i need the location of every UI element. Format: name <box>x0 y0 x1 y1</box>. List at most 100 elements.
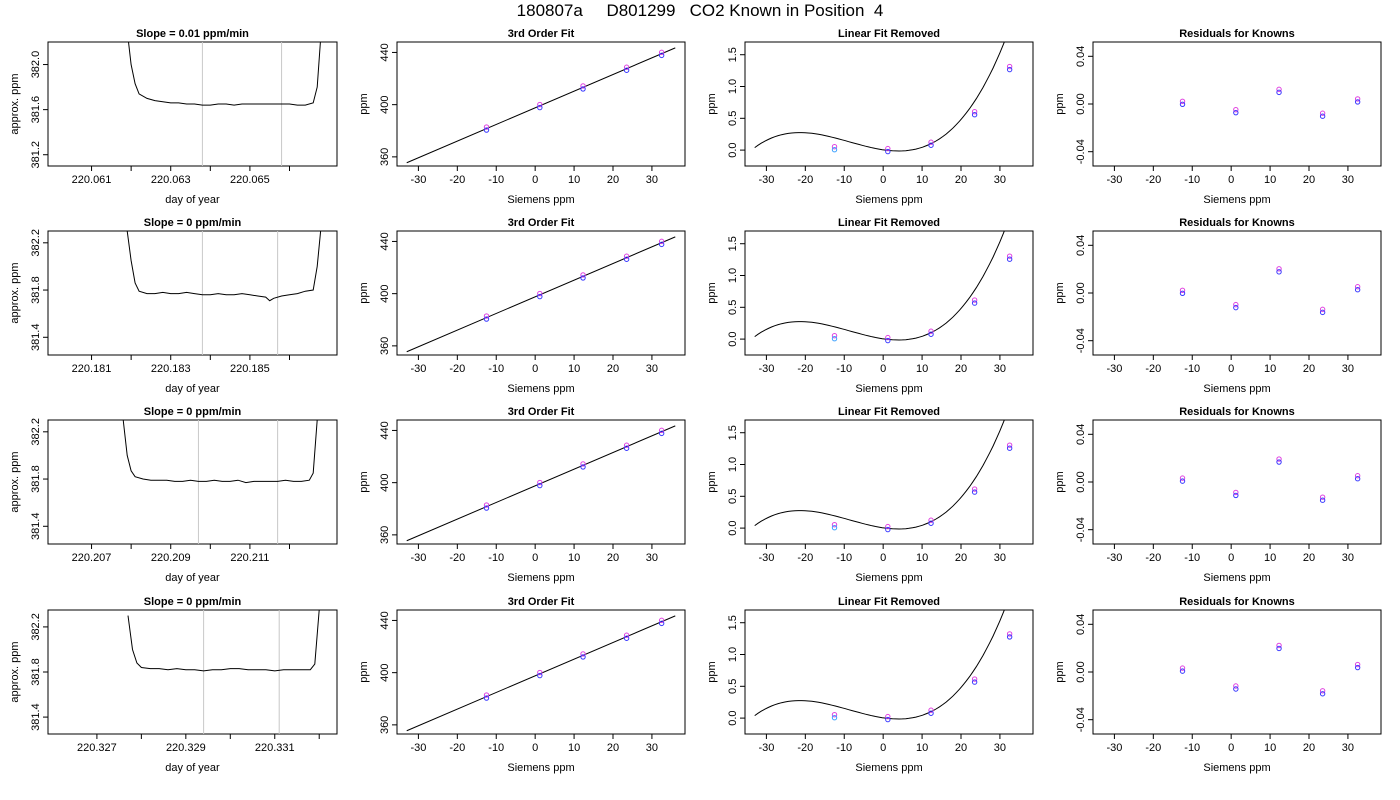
data-point-b <box>580 86 586 92</box>
y-tick-label: 1.5 <box>727 47 739 62</box>
x-tick-label: 220.207 <box>72 552 112 564</box>
data-point-a <box>537 479 543 486</box>
x-tick-label: -10 <box>488 174 504 186</box>
data-point-a <box>623 632 630 638</box>
data-point-b <box>971 112 978 118</box>
panel-removed-row-0: Linear Fit Removed -30 -20 -10 0 10 20 30 0.0 0.5… <box>706 28 1034 206</box>
plot-frame <box>396 230 686 356</box>
plot-frame <box>396 41 686 167</box>
x-tick-label: -30 <box>1106 552 1122 564</box>
panel-fit-row-1: 3rd Order Fit -30 -20 -10 0 10 20 30 360 400 440 Si… <box>358 217 686 395</box>
panel-residuals-row-3: Residuals for Knowns -30 -20 -10 0 10 20 30 -0.0… <box>1054 596 1382 774</box>
x-axis-label: Siemens ppm <box>855 572 922 584</box>
x-tick-label: -10 <box>1184 552 1200 564</box>
y-tick-label: -0.04 <box>1075 707 1087 732</box>
panel-fit-row-0: 3rd Order Fit -30 -20 -10 0 10 20 30 360 400 440 Si… <box>358 28 686 206</box>
plot-frame <box>47 419 338 545</box>
data-point-b <box>1006 66 1013 73</box>
y-tick-label: 381.4 <box>30 703 42 731</box>
x-tick-label: 10 <box>1264 363 1276 375</box>
plot-frame <box>1092 419 1382 545</box>
data-point-b <box>831 524 838 531</box>
panel-title: 3rd Order Fit <box>508 406 575 418</box>
x-tick-label: 220.185 <box>230 363 270 375</box>
data-point-a <box>928 139 934 145</box>
panel-residuals-row-1: Residuals for Knowns -30 -20 -10 0 10 20 30 -0.0… <box>1054 217 1382 395</box>
x-tick-label: -10 <box>1184 174 1200 186</box>
x-axis-label: Siemens ppm <box>507 194 574 206</box>
panel-title: Linear Fit Removed <box>838 596 940 608</box>
data-point-a <box>537 669 543 676</box>
x-tick-label: -20 <box>1145 742 1161 754</box>
panel-fit-row-2: 3rd Order Fit -30 -20 -10 0 10 20 30 360 400 440 Si… <box>358 406 686 584</box>
y-tick-label: 400 <box>379 473 391 491</box>
y-axis-label: ppm <box>358 661 370 682</box>
y-tick-label: 381.2 <box>30 141 42 169</box>
y-tick-label: -0.04 <box>1075 328 1087 353</box>
data-point-b <box>1276 269 1282 275</box>
plot-frame <box>744 419 1034 545</box>
panel-title: Residuals for Knowns <box>1179 28 1295 40</box>
plot-area <box>122 420 318 544</box>
data-point-b <box>1179 290 1186 297</box>
plot-frame <box>47 609 338 735</box>
x-tick-label: 10 <box>916 552 928 564</box>
data-point-b <box>1233 304 1239 311</box>
y-tick-label: 400 <box>379 284 391 302</box>
data-point-b <box>483 505 490 511</box>
x-tick-label: 0 <box>880 174 886 186</box>
data-point-b <box>1319 691 1326 697</box>
x-tick-label: -30 <box>410 552 426 564</box>
plot-frame <box>1092 609 1382 735</box>
data-point-b <box>885 337 891 344</box>
data-point-a <box>1276 86 1282 93</box>
x-tick-label: -30 <box>758 174 774 186</box>
y-tick-label: 1.0 <box>727 457 739 472</box>
plot-area <box>754 610 1013 723</box>
x-tick-label: -20 <box>797 742 813 754</box>
x-tick-label: 20 <box>1303 552 1315 564</box>
y-tick-label: 360 <box>379 148 391 166</box>
x-tick-label: -10 <box>488 552 504 564</box>
data-point-b <box>928 710 934 716</box>
data-point-b <box>1233 492 1239 499</box>
data-point-b <box>658 620 665 627</box>
y-tick-label: 0.5 <box>727 111 739 126</box>
panel-title: Linear Fit Removed <box>838 28 940 40</box>
y-tick-label: 381.8 <box>30 276 42 304</box>
panel-title: Linear Fit Removed <box>838 406 940 418</box>
x-tick-label: -30 <box>1106 174 1122 186</box>
data-point-b <box>1319 497 1326 503</box>
plot-frame <box>396 609 686 735</box>
plot-area <box>1179 456 1361 503</box>
data-point-b <box>483 316 490 322</box>
x-axis-label: Siemens ppm <box>855 762 922 774</box>
y-tick-label: -0.04 <box>1075 139 1087 164</box>
y-tick-label: 400 <box>379 95 391 113</box>
data-point-b <box>537 293 543 300</box>
data-point-b <box>928 142 934 148</box>
data-point-a <box>658 49 665 56</box>
x-tick-label: -10 <box>836 174 852 186</box>
x-tick-label: 30 <box>994 174 1006 186</box>
y-tick-label: 0.04 <box>1075 235 1087 256</box>
x-tick-label: 220.327 <box>77 742 117 754</box>
plot-frame <box>744 230 1034 356</box>
panel-title: Residuals for Knowns <box>1179 596 1295 608</box>
x-tick-label: 0 <box>1228 552 1234 564</box>
data-point-b <box>1006 256 1013 262</box>
x-tick-label: -10 <box>836 552 852 564</box>
x-axis-label: Siemens ppm <box>855 194 922 206</box>
y-tick-label: 0.0 <box>727 331 739 346</box>
data-point-b <box>483 127 490 133</box>
x-tick-label: -30 <box>410 742 426 754</box>
data-point-b <box>537 482 543 489</box>
data-point-a <box>928 707 934 713</box>
data-point-a <box>885 334 891 341</box>
data-point-b <box>1233 109 1239 116</box>
x-tick-label: 220.065 <box>230 174 270 186</box>
data-point-a <box>1354 284 1361 290</box>
panel-title: 3rd Order Fit <box>508 28 575 40</box>
x-tick-label: 10 <box>568 552 580 564</box>
x-tick-label: 220.181 <box>72 363 112 375</box>
